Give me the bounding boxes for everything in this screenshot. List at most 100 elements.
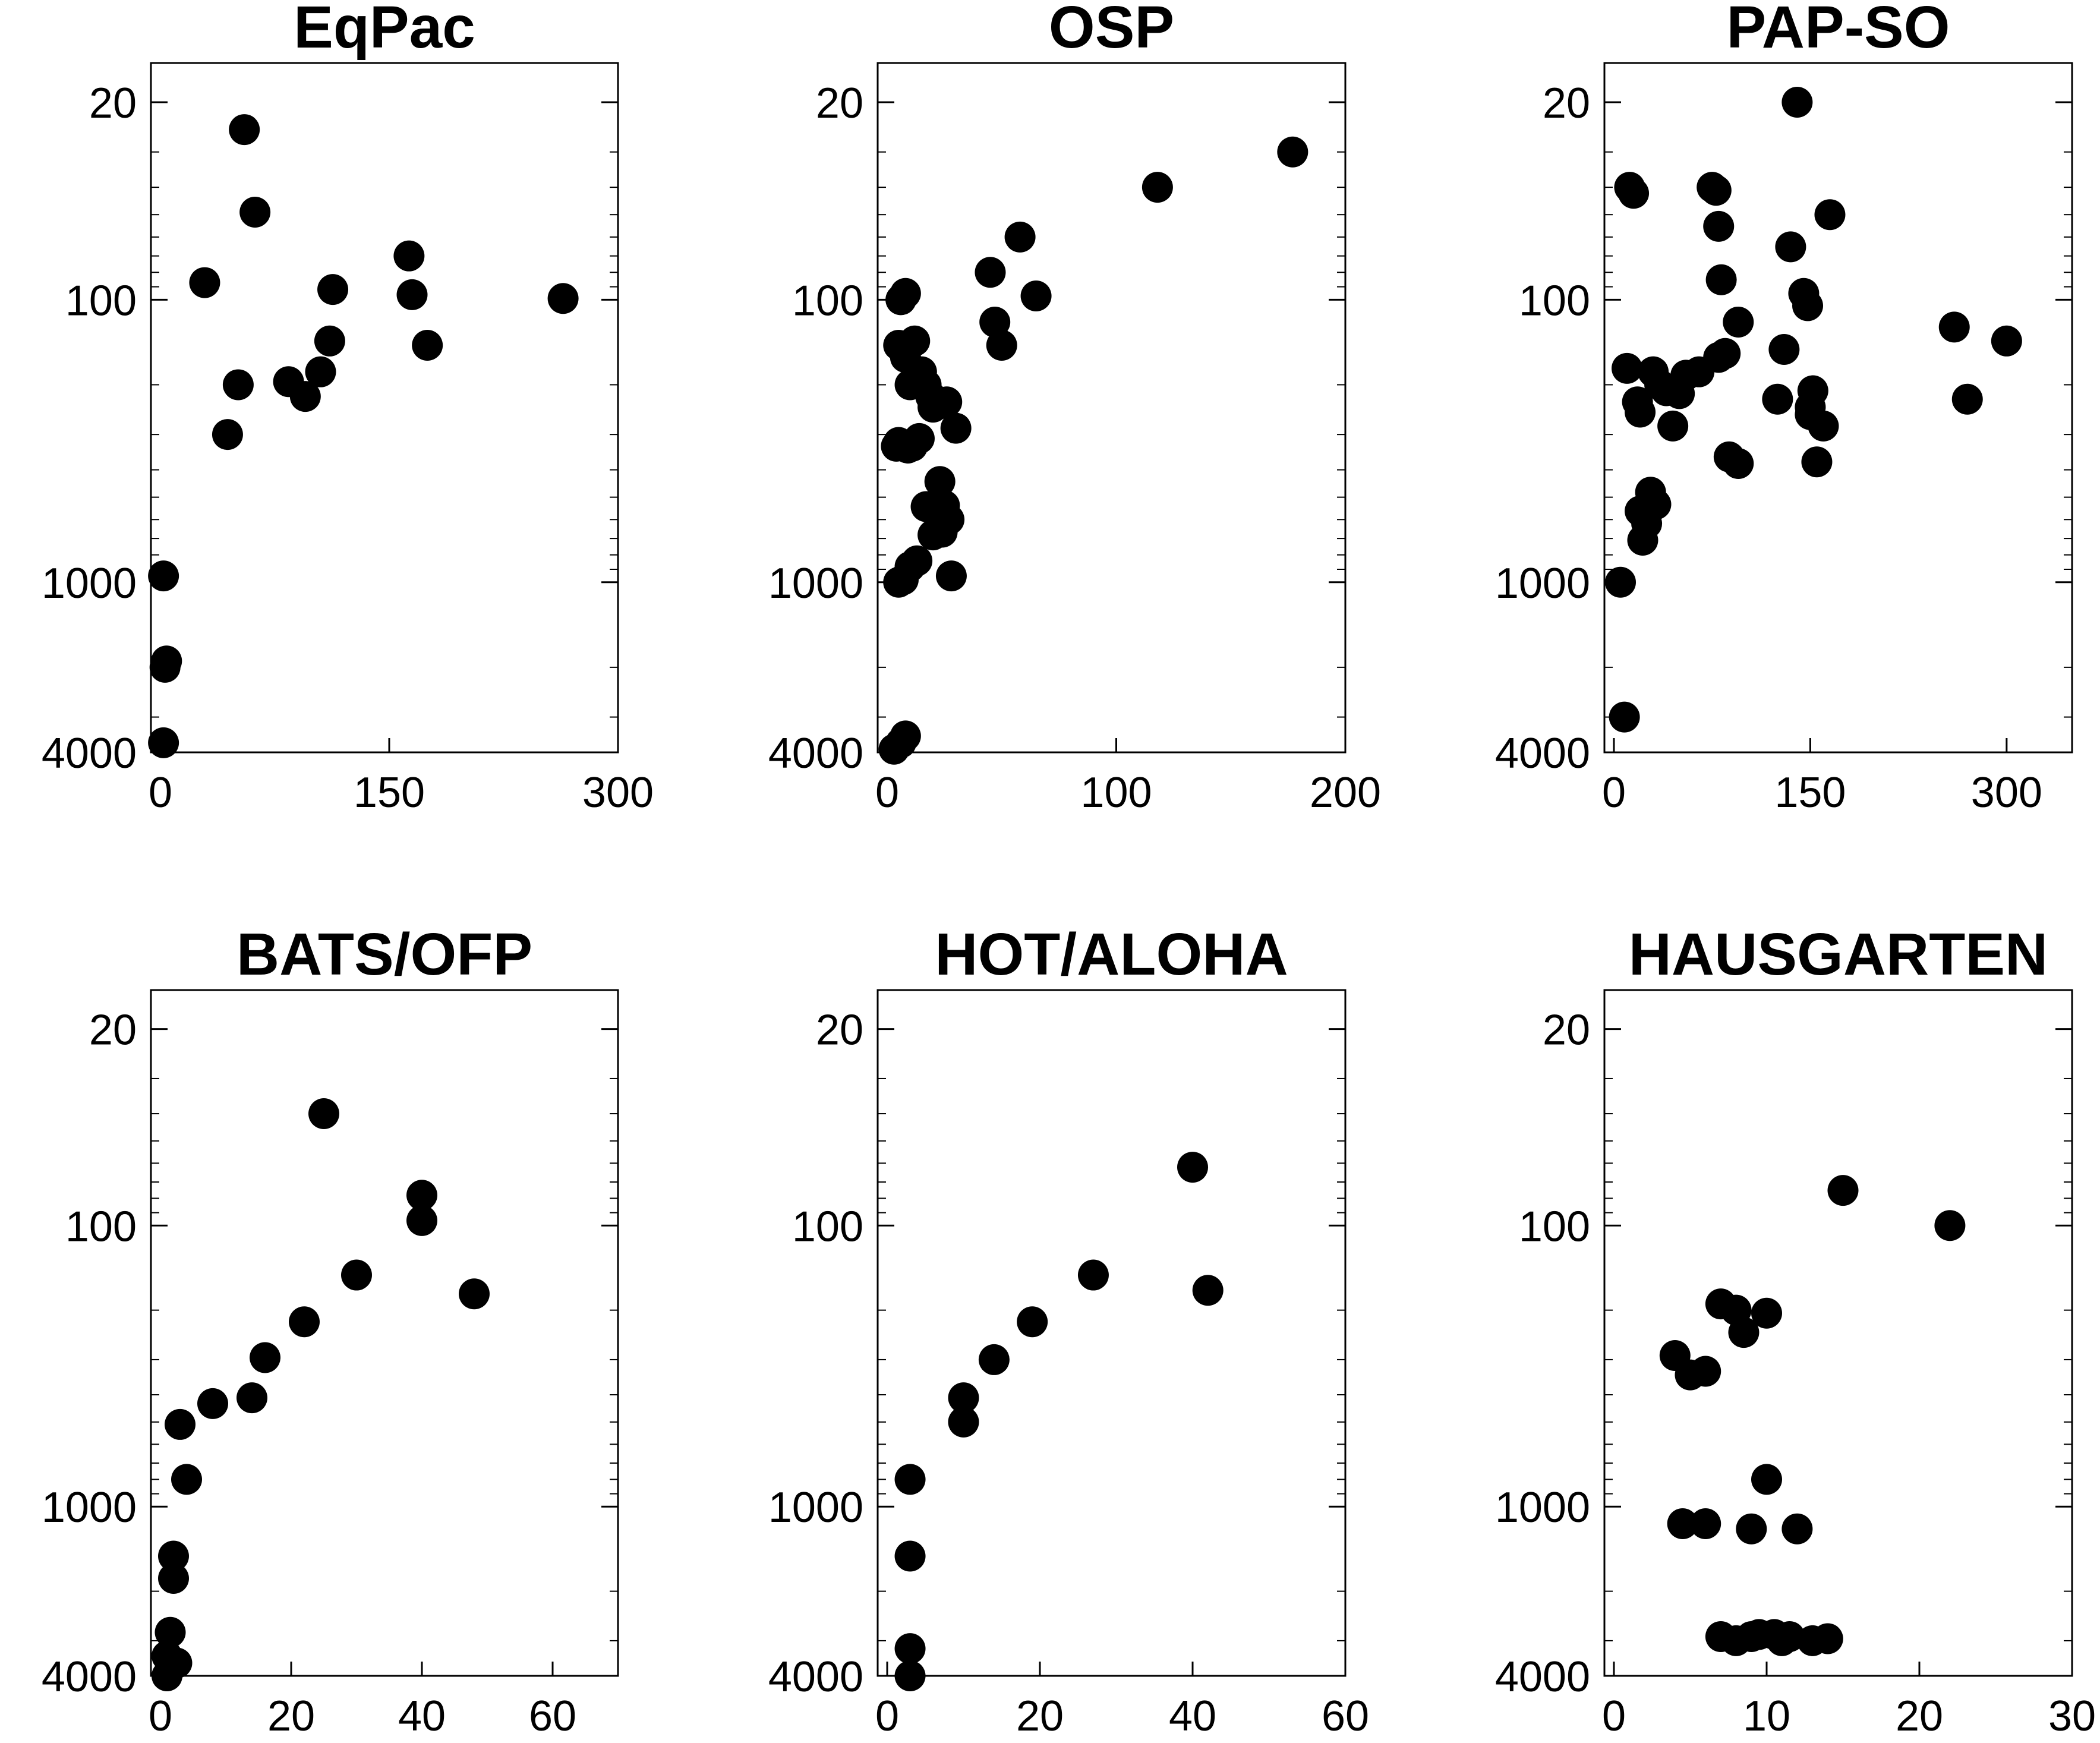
- data-point: [1827, 1175, 1859, 1206]
- y-tick-label: 4000: [768, 730, 863, 777]
- data-point: [406, 1205, 437, 1236]
- y-tick-label: 4000: [768, 1653, 863, 1701]
- data-point: [1812, 1623, 1843, 1654]
- x-tick-label: 20: [1896, 1692, 1943, 1740]
- data-point: [308, 1098, 339, 1130]
- data-point: [222, 369, 254, 401]
- data-point: [890, 278, 921, 309]
- x-tick-label: 60: [529, 1692, 576, 1740]
- data-point: [979, 306, 1011, 338]
- data-point: [393, 240, 425, 272]
- y-tick-label: 1000: [42, 560, 137, 607]
- data-point: [229, 114, 260, 146]
- panel-title: HOT/ALOHA: [935, 921, 1288, 988]
- data-point: [1004, 221, 1036, 253]
- panel-1: EqPac 20 100 1000 4000 0 150 300: [42, 0, 654, 817]
- x-tick-label: 100: [1080, 769, 1152, 817]
- data-point: [305, 356, 336, 387]
- data-point: [926, 516, 958, 548]
- x-tick-label: 0: [875, 1692, 899, 1740]
- data-point: [1640, 488, 1672, 520]
- y-tick-label: 100: [792, 277, 863, 324]
- data-point: [935, 560, 967, 592]
- data-point: [1797, 375, 1828, 406]
- x-tick-label: 20: [267, 1692, 315, 1740]
- y-tick-label: 100: [65, 277, 137, 324]
- data-point: [158, 1540, 189, 1572]
- data-point: [1751, 1464, 1782, 1495]
- data-point: [1657, 410, 1689, 442]
- data-point: [154, 1616, 186, 1648]
- data-point: [1808, 410, 1839, 442]
- data-point: [899, 325, 931, 357]
- x-tick-label: 0: [149, 1692, 172, 1740]
- data-point: [547, 283, 579, 314]
- x-tick-label: 0: [149, 769, 172, 817]
- data-point: [151, 645, 182, 677]
- data-point: [317, 274, 349, 305]
- data-point: [1801, 446, 1833, 478]
- data-point: [924, 466, 956, 497]
- data-point: [1177, 1152, 1208, 1183]
- data-point: [1703, 210, 1735, 242]
- panel-title: BATS/OFP: [237, 921, 532, 988]
- y-tick-label: 20: [89, 1007, 137, 1054]
- data-point: [1609, 701, 1640, 733]
- x-tick-label: 300: [582, 769, 654, 817]
- data-point: [1690, 1508, 1721, 1539]
- data-point: [1077, 1259, 1109, 1291]
- y-tick-label: 20: [89, 80, 137, 127]
- panel-title: HAUSGARTEN: [1629, 921, 2048, 988]
- data-point: [1934, 1210, 1966, 1241]
- data-point: [1723, 447, 1754, 479]
- y-tick-label: 1000: [768, 560, 863, 607]
- y-tick-label: 100: [1519, 277, 1590, 324]
- plot-frame: [1603, 989, 2073, 1677]
- y-tick-label: 1000: [768, 1484, 863, 1531]
- data-point: [1612, 352, 1643, 384]
- data-point: [406, 1180, 437, 1211]
- data-point: [1710, 338, 1741, 369]
- data-point: [165, 1408, 196, 1440]
- data-point: [412, 330, 443, 361]
- data-point: [894, 1660, 926, 1691]
- data-point: [931, 386, 963, 418]
- data-point: [1736, 1513, 1767, 1545]
- data-point: [892, 432, 923, 464]
- data-point: [975, 257, 1006, 288]
- data-point: [986, 330, 1017, 361]
- x-tick-label: 10: [1743, 1692, 1790, 1740]
- y-tick-label: 20: [816, 1007, 863, 1054]
- y-tick-label: 1000: [1495, 1484, 1590, 1531]
- data-point: [459, 1278, 490, 1310]
- plot-frame: [150, 989, 619, 1677]
- x-tick-label: 200: [1310, 769, 1381, 817]
- panel-3: PAP-SO 20 100 1000 4000 0 150 300: [1495, 0, 2073, 817]
- data-point: [890, 720, 921, 752]
- data-point: [1192, 1275, 1224, 1306]
- y-tick-label: 4000: [1495, 1653, 1590, 1701]
- x-tick-label: 150: [1774, 769, 1846, 817]
- data-point: [948, 1382, 979, 1414]
- data-point: [1728, 1317, 1760, 1348]
- data-point: [940, 412, 972, 444]
- y-tick-label: 1000: [1495, 560, 1590, 607]
- data-point: [289, 1306, 320, 1338]
- data-point: [314, 325, 345, 357]
- data-point: [1705, 264, 1737, 295]
- y-tick-label: 100: [1519, 1203, 1590, 1250]
- data-point: [1991, 325, 2022, 357]
- panel-title: PAP-SO: [1727, 0, 1950, 61]
- data-point: [1762, 383, 1793, 415]
- data-point: [197, 1388, 228, 1419]
- plot-frame: [876, 989, 1347, 1677]
- data-point: [148, 727, 179, 758]
- x-tick-label: 20: [1016, 1692, 1064, 1740]
- data-point: [1775, 231, 1806, 263]
- data-point: [1938, 311, 1970, 343]
- data-point: [1751, 1297, 1782, 1329]
- panel-2: OSP 20 100 1000 4000 0 100 200: [768, 0, 1381, 817]
- x-tick-label: 30: [2048, 1692, 2096, 1740]
- x-tick-label: 60: [1322, 1692, 1369, 1740]
